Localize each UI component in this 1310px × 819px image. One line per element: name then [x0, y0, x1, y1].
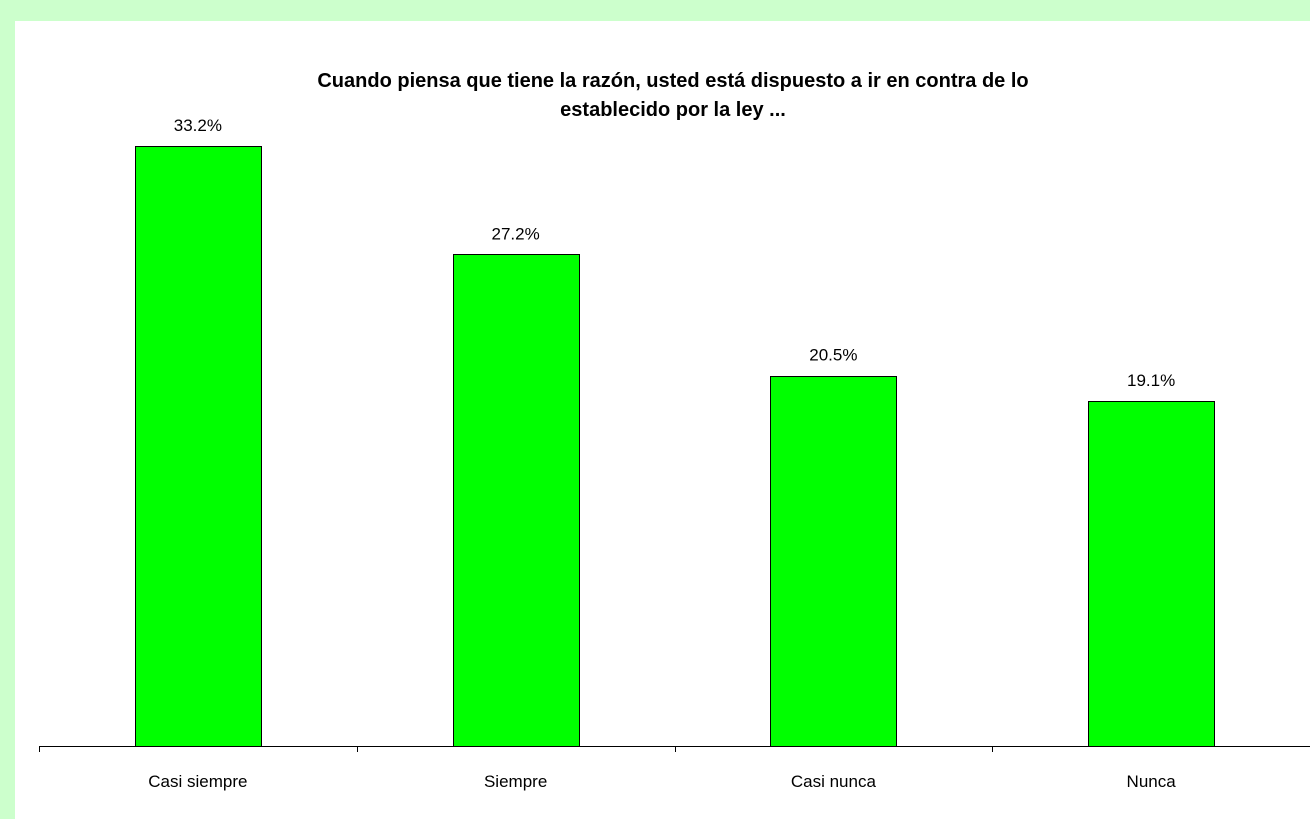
- value-labels: 33.2% 27.2% 20.5% 19.1%: [174, 116, 1175, 390]
- bar-chart: Cuando piensa que tiene la razón, usted …: [39, 70, 1310, 791]
- bar-siempre: [453, 254, 580, 747]
- x-tick-label: Casi nunca: [791, 772, 877, 791]
- bar-casi-nunca: [770, 376, 897, 747]
- value-label: 20.5%: [809, 346, 857, 365]
- value-label: 27.2%: [492, 224, 540, 243]
- x-tick-labels: Casi siempre Siempre Casi nunca Nunca: [148, 772, 1176, 791]
- x-tick-label: Casi siempre: [148, 772, 247, 791]
- bars: [135, 146, 1215, 747]
- chart-title-line-2: establecido por la ley ...: [560, 99, 786, 121]
- bar-nunca: [1088, 401, 1215, 747]
- x-tick-label: Siempre: [484, 772, 547, 791]
- value-label: 33.2%: [174, 116, 222, 135]
- value-label: 19.1%: [1127, 371, 1175, 390]
- bar-casi-siempre: [135, 146, 262, 747]
- chart-frame: Cuando piensa que tiene la razón, usted …: [15, 21, 1310, 819]
- x-tick-label: Nunca: [1127, 772, 1177, 791]
- chart-title-line-1: Cuando piensa que tiene la razón, usted …: [317, 70, 1028, 92]
